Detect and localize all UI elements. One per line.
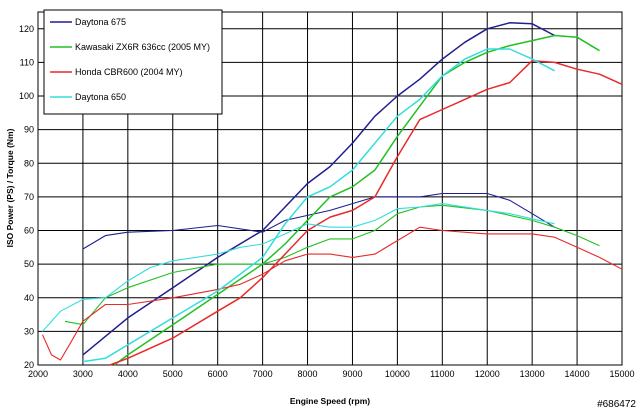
y-axis-ticks: 20 30 40 50 60 70 80 90 100 110 120 (19, 24, 34, 370)
y-tick-label: 100 (19, 91, 34, 101)
x-tick-label: 13000 (520, 369, 545, 379)
y-axis-title: ISO Power (PS) / Torque (Nm) (5, 128, 15, 247)
y-tick-label: 90 (24, 125, 34, 135)
legend-label: Daytona 675 (75, 17, 126, 27)
y-tick-label: 80 (24, 158, 34, 168)
x-tick-label: 11000 (430, 369, 454, 379)
honda-cbr600-2004-my-torque-line (41, 226, 623, 361)
y-tick-label: 50 (24, 259, 34, 269)
daytona-650-power-line (82, 48, 555, 363)
x-tick-label: 3000 (73, 369, 93, 379)
legend-label: Daytona 650 (75, 92, 126, 102)
y-tick-label: 70 (24, 192, 34, 202)
x-tick-label: 9000 (342, 369, 362, 379)
legend-label: Honda CBR600 (2004 MY) (75, 67, 183, 77)
x-tick-label: 7000 (253, 369, 273, 379)
x-tick-label: 8000 (298, 369, 318, 379)
honda-cbr600-2004-my-power-line (109, 59, 623, 366)
daytona-650-torque-line (42, 203, 555, 332)
x-tick-label: 2000 (28, 369, 48, 379)
kawasaki-zx6r-636cc-2005-my-power-line (113, 34, 600, 366)
y-tick-label: 20 (24, 360, 34, 370)
legend-label: Kawasaki ZX6R 636cc (2005 MY) (75, 42, 210, 52)
y-tick-label: 30 (24, 326, 34, 336)
x-tick-label: 14000 (565, 369, 590, 379)
watermark-text: #686472 (597, 399, 636, 410)
x-axis-ticks: 2000 3000 4000 5000 6000 7000 8000 9000 10000 110… (28, 369, 635, 379)
y-tick-label: 60 (24, 226, 34, 236)
x-tick-label: 5000 (163, 369, 183, 379)
x-axis-title: Engine Speed (rpm) (290, 396, 370, 406)
y-tick-label: 110 (20, 57, 34, 67)
legend-box (43, 9, 223, 115)
kawasaki-zx6r-636cc-2005-my-torque-line (64, 204, 600, 326)
x-tick-label: 6000 (208, 369, 228, 379)
y-tick-label: 120 (19, 24, 34, 34)
plot-frame (37, 11, 623, 366)
legend: Daytona 675 Kawasaki ZX6R 636cc (2005 MY)… (43, 9, 223, 115)
daytona-675-power-line (82, 22, 555, 356)
y-tick-label: 40 (24, 293, 34, 303)
daytona-675-torque-line (82, 192, 555, 250)
x-tick-label: 10000 (385, 369, 410, 379)
x-tick-label: 12000 (475, 369, 500, 379)
x-tick-label: 4000 (118, 369, 138, 379)
series-lines (41, 22, 623, 366)
x-tick-label: 15000 (609, 369, 634, 379)
